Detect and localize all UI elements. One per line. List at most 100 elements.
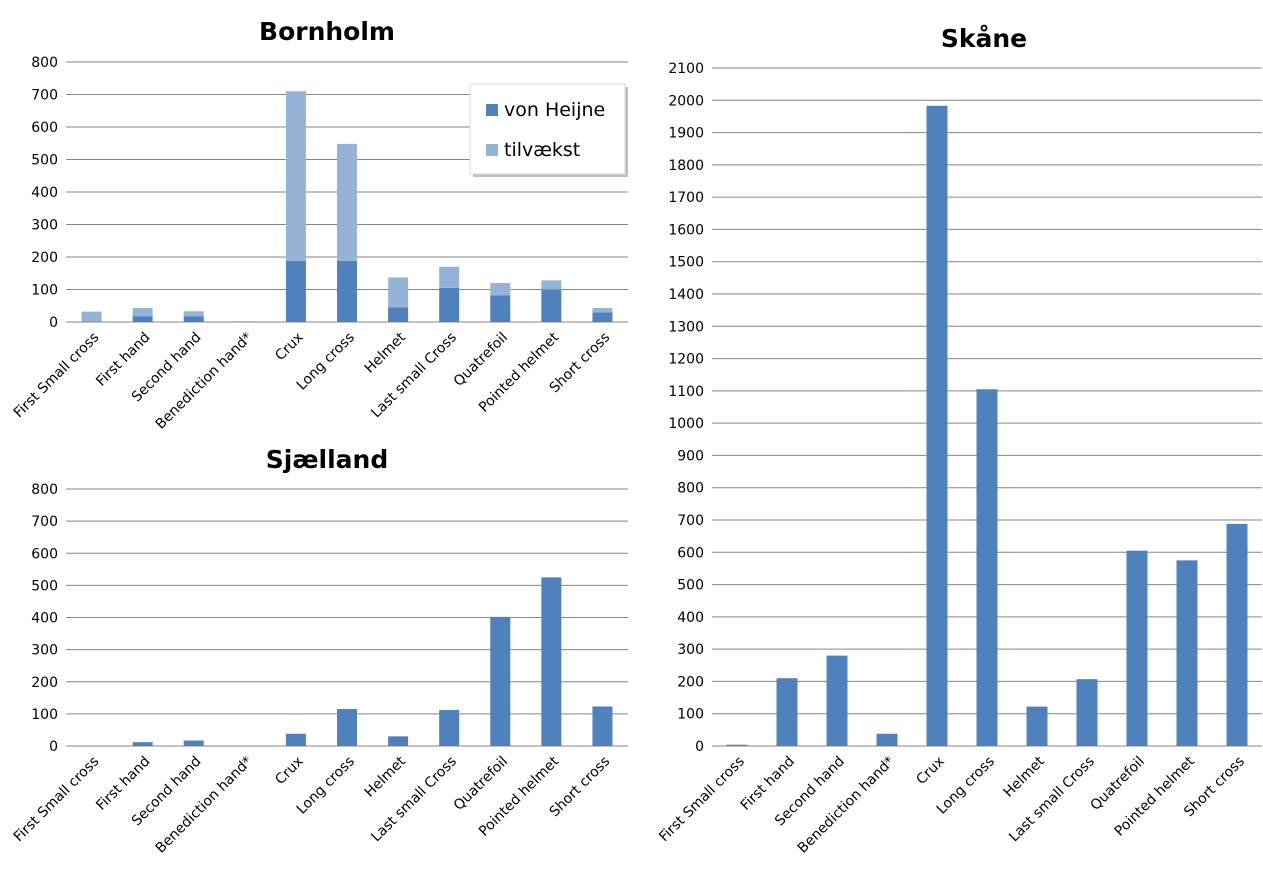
y-tick-label: 500: [677, 578, 704, 594]
y-tick-label: 100: [31, 707, 58, 723]
legend-label: tilvækst: [504, 139, 580, 161]
x-tick-label: Last small Cross: [368, 754, 460, 846]
y-tick-label: 800: [677, 481, 704, 497]
y-tick-label: 400: [31, 185, 58, 201]
chart-title: Bornholm: [259, 17, 395, 46]
y-tick-label: 1800: [668, 158, 704, 174]
bar-s1-8: [490, 283, 511, 296]
y-tick-label: 0: [695, 739, 704, 755]
y-tick-label: 0: [49, 315, 58, 331]
bar-s0-1: [132, 316, 153, 322]
y-tick-label: 1200: [668, 352, 704, 368]
bar-3: [876, 733, 898, 746]
y-tick-label: 100: [677, 707, 704, 723]
y-tick-label: 200: [31, 675, 58, 691]
bar-10: [1226, 523, 1248, 746]
y-tick-label: 300: [31, 218, 58, 234]
y-tick-label: 500: [31, 153, 58, 169]
bar-5: [976, 389, 998, 746]
x-tick-label: Crux: [272, 754, 306, 788]
bar-s0-8: [490, 295, 511, 322]
bar-s0-7: [439, 287, 460, 322]
y-tick-label: 200: [677, 674, 704, 690]
bar-s1-9: [541, 280, 562, 290]
bar-s1-0: [81, 311, 102, 322]
bar-s1-2: [183, 311, 204, 317]
legend-box: [469, 83, 626, 175]
y-tick-label: 600: [677, 545, 704, 561]
x-tick-label: Helmet: [362, 329, 410, 377]
y-tick-label: 1500: [668, 255, 704, 271]
bar-10: [592, 706, 613, 746]
y-tick-label: 1300: [668, 319, 704, 335]
y-tick-label: 2100: [668, 61, 704, 77]
y-tick-label: 800: [31, 482, 58, 498]
x-tick-label: First Small cross: [11, 330, 103, 422]
y-tick-label: 700: [31, 514, 58, 530]
y-tick-label: 1100: [668, 384, 704, 400]
bar-1: [776, 678, 798, 746]
x-tick-label: Benediction hand*: [153, 754, 256, 857]
y-tick-label: 1900: [668, 126, 704, 142]
y-tick-label: 700: [31, 88, 58, 104]
x-tick-label: Benediction hand*: [153, 330, 256, 433]
bar-6: [388, 736, 409, 746]
bar-s0-4: [285, 260, 306, 322]
bar-s0-2: [183, 316, 204, 322]
y-tick-label: 400: [31, 611, 58, 627]
y-tick-label: 600: [31, 120, 58, 136]
legend-swatch: [486, 104, 498, 116]
legend-label: von Heijne: [504, 99, 605, 121]
y-tick-label: 600: [31, 546, 58, 562]
y-tick-label: 900: [677, 448, 704, 464]
bar-0: [726, 744, 748, 746]
bar-s0-6: [388, 307, 409, 322]
bar-s0-9: [541, 289, 562, 322]
legend-swatch: [486, 144, 498, 156]
y-tick-label: 0: [49, 739, 58, 755]
bar-s1-4: [285, 91, 306, 261]
y-tick-label: 1000: [668, 416, 704, 432]
x-tick-label: Last small Cross: [1006, 754, 1098, 846]
bar-1: [132, 742, 153, 746]
y-tick-label: 200: [31, 250, 58, 266]
y-tick-label: 400: [677, 610, 704, 626]
bar-7: [1076, 679, 1098, 746]
chart-bornholm: Bornholm 0 100 200 300 400 500 600 700 800 First S…: [11, 17, 628, 433]
bar-s0-0: [81, 321, 102, 322]
y-tick-label: 800: [31, 55, 58, 71]
x-tick-label: Last small Cross: [368, 330, 460, 422]
x-tick-label: Crux: [913, 754, 947, 788]
bar-s1-6: [388, 277, 409, 308]
bar-9: [1176, 560, 1198, 746]
y-tick-label: 700: [677, 513, 704, 529]
x-tick-label: First Small cross: [656, 754, 748, 846]
y-tick-label: 2000: [668, 93, 704, 109]
y-tick-label: 1600: [668, 222, 704, 238]
bar-8: [490, 616, 511, 746]
y-tick-label: 300: [677, 642, 704, 658]
bar-5: [337, 709, 357, 746]
x-tick-label: Benediction hand*: [795, 754, 898, 857]
bar-4: [926, 105, 948, 746]
x-tick-label: Helmet: [1001, 753, 1049, 801]
chart-title: Sjælland: [266, 445, 388, 474]
bar-s1-1: [132, 308, 153, 317]
y-tick-label: 300: [31, 643, 58, 659]
y-tick-label: 100: [31, 283, 58, 299]
chart-sjaelland: Sjælland 0 100 200 300 400 500 600 700 800 First S…: [11, 445, 628, 857]
chart-skane: Skåne 0 100 200 300 400 500 600 700 800 900 1000 110…: [656, 24, 1262, 857]
bar-4: [285, 733, 306, 746]
bar-s1-5: [337, 143, 357, 261]
bar-7: [439, 710, 460, 746]
bar-9: [541, 577, 562, 746]
chart-title: Skåne: [941, 24, 1027, 53]
x-tick-label: Crux: [272, 330, 306, 364]
bar-2: [826, 655, 848, 746]
chart-legend: von Heijne tilvækst: [469, 83, 628, 177]
bar-8: [1126, 550, 1148, 746]
y-tick-label: 1700: [668, 190, 704, 206]
bar-s0-5: [337, 260, 357, 322]
bar-2: [183, 740, 204, 746]
